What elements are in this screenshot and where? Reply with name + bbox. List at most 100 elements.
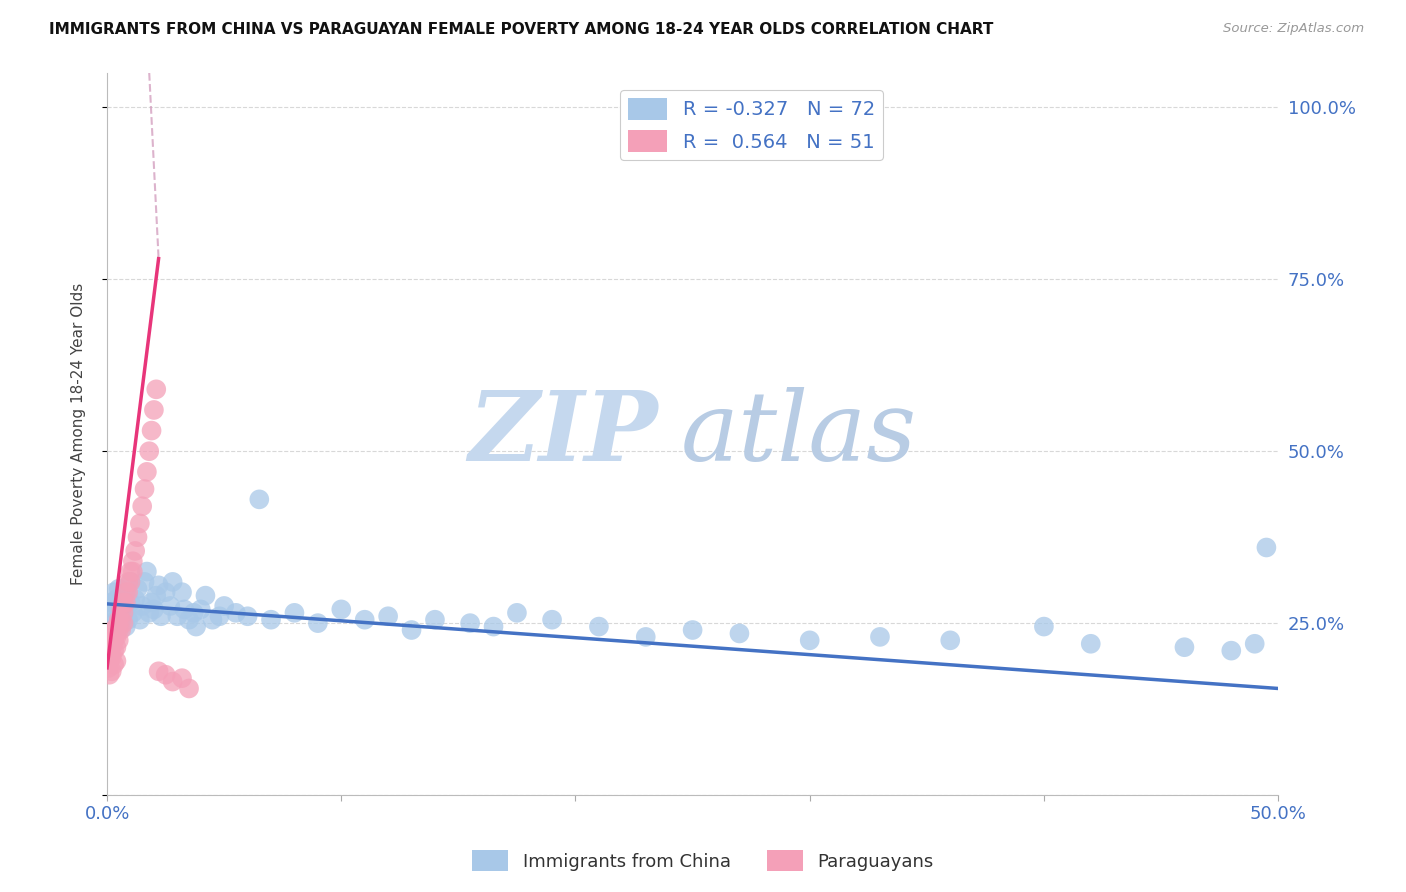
Point: [135, 565, 157, 579]
Point: [149, 609, 172, 624]
Text: atlas: atlas: [681, 387, 917, 481]
Point: [155, 585, 177, 599]
Point: [127, 582, 149, 596]
Point: [682, 623, 704, 637]
Legend: Immigrants from China, Paraguayans: Immigrants from China, Paraguayans: [465, 843, 941, 879]
Point: [148, 578, 170, 592]
Point: [114, 585, 136, 599]
Point: [134, 482, 156, 496]
Point: [103, 643, 125, 657]
Point: [112, 595, 135, 609]
Point: [98, 633, 121, 648]
Point: [177, 681, 200, 696]
Point: [247, 492, 270, 507]
Point: [588, 619, 610, 633]
Point: [208, 609, 231, 624]
Point: [330, 602, 353, 616]
Point: [1243, 637, 1265, 651]
Point: [506, 606, 529, 620]
Point: [482, 619, 505, 633]
Point: [138, 606, 160, 620]
Y-axis label: Female Poverty Among 18-24 Year Olds: Female Poverty Among 18-24 Year Olds: [72, 283, 86, 585]
Point: [100, 665, 122, 679]
Point: [145, 382, 167, 396]
Point: [634, 630, 657, 644]
Point: [112, 606, 135, 620]
Point: [170, 585, 193, 599]
Point: [124, 544, 146, 558]
Point: [110, 616, 132, 631]
Point: [170, 671, 193, 685]
Point: [194, 589, 217, 603]
Point: [103, 657, 125, 672]
Point: [869, 630, 891, 644]
Point: [138, 444, 160, 458]
Point: [112, 589, 135, 603]
Point: [377, 609, 399, 624]
Point: [121, 565, 143, 579]
Point: [173, 602, 195, 616]
Point: [107, 609, 129, 624]
Point: [114, 602, 136, 616]
Point: [105, 592, 128, 607]
Point: [177, 613, 200, 627]
Legend: R = -0.327   N = 72, R =  0.564   N = 51: R = -0.327 N = 72, R = 0.564 N = 51: [620, 90, 883, 161]
Point: [1256, 541, 1278, 555]
Point: [183, 606, 205, 620]
Point: [97, 637, 120, 651]
Point: [1032, 619, 1054, 633]
Point: [159, 599, 181, 613]
Point: [114, 595, 136, 609]
Point: [117, 585, 139, 599]
Point: [148, 665, 170, 679]
Point: [128, 613, 150, 627]
Point: [124, 592, 146, 607]
Point: [103, 623, 125, 637]
Point: [107, 623, 129, 637]
Point: [127, 530, 149, 544]
Point: [103, 585, 125, 599]
Point: [799, 633, 821, 648]
Point: [120, 574, 142, 589]
Point: [117, 613, 139, 627]
Point: [112, 616, 135, 631]
Point: [100, 630, 122, 644]
Point: [141, 424, 163, 438]
Point: [134, 574, 156, 589]
Point: [105, 613, 128, 627]
Point: [117, 574, 139, 589]
Point: [1220, 643, 1243, 657]
Point: [105, 654, 128, 668]
Point: [121, 606, 143, 620]
Point: [110, 613, 132, 627]
Point: [120, 574, 142, 589]
Point: [105, 630, 128, 644]
Point: [100, 595, 122, 609]
Point: [98, 606, 121, 620]
Point: [260, 613, 283, 627]
Point: [110, 623, 132, 637]
Point: [98, 654, 121, 668]
Point: [142, 602, 165, 616]
Point: [98, 667, 121, 681]
Point: [105, 640, 128, 655]
Text: IMMIGRANTS FROM CHINA VS PARAGUAYAN FEMALE POVERTY AMONG 18-24 YEAR OLDS CORRELA: IMMIGRANTS FROM CHINA VS PARAGUAYAN FEMA…: [49, 22, 994, 37]
Point: [120, 595, 142, 609]
Point: [112, 606, 135, 620]
Point: [98, 643, 121, 657]
Point: [162, 674, 184, 689]
Point: [107, 613, 129, 627]
Point: [128, 516, 150, 531]
Point: [135, 465, 157, 479]
Point: [283, 606, 305, 620]
Point: [401, 623, 423, 637]
Point: [541, 613, 564, 627]
Point: [1080, 637, 1102, 651]
Text: Source: ZipAtlas.com: Source: ZipAtlas.com: [1223, 22, 1364, 36]
Point: [110, 599, 132, 613]
Point: [121, 554, 143, 568]
Point: [145, 589, 167, 603]
Point: [162, 574, 184, 589]
Point: [110, 602, 132, 616]
Point: [939, 633, 962, 648]
